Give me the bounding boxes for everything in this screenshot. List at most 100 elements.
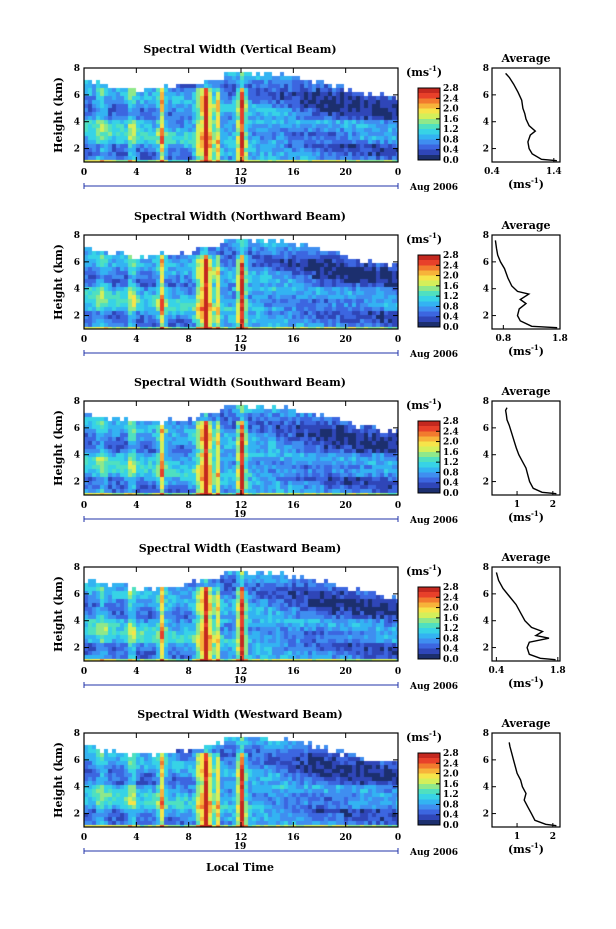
colorbar-tick-label: 1.2 — [443, 790, 459, 800]
colorbar-unit-exp: -1 — [429, 231, 437, 240]
date-month: Aug 2006 — [409, 848, 458, 858]
colorbar-tick-label: 1.2 — [443, 292, 459, 302]
y-tick-label: 8 — [74, 397, 80, 407]
colorbar-unit-post: ) — [437, 399, 442, 412]
colorbar-unit: (ms-1) — [406, 64, 442, 79]
colorbar-tick-label: 1.6 — [443, 115, 459, 125]
average-x-label-pre: (ms — [508, 345, 531, 358]
panel-title: Spectral Width (Southward Beam) — [134, 376, 346, 389]
colorbar-tick-label: 0.0 — [443, 655, 459, 665]
colorbar-tick-label: 0.0 — [443, 156, 459, 166]
colorbar-tick-label: 0.8 — [443, 302, 459, 312]
colorbar-tick-label: 1.6 — [443, 282, 459, 292]
average-x-label: (ms-1) — [508, 509, 544, 524]
average-y-tick-label: 2 — [483, 644, 489, 654]
y-tick-label: 2 — [74, 145, 80, 155]
colorbar — [417, 87, 441, 161]
average-x-label-post: ) — [539, 178, 544, 191]
y-tick-label: 8 — [74, 563, 80, 573]
average-x-tick-label: 0.4 — [489, 666, 505, 676]
y-tick-label: 2 — [74, 644, 80, 654]
colorbar-tick-label: 0.0 — [443, 489, 459, 499]
panel-title: Spectral Width (Vertical Beam) — [143, 43, 336, 56]
colorbar-unit-exp: -1 — [429, 729, 437, 738]
colorbar-tick-label: 2.4 — [443, 759, 459, 769]
colorbar-tick-label: 1.6 — [443, 448, 459, 458]
colorbar-unit-pre: (ms — [406, 233, 429, 246]
colorbar-tick-label: 0.4 — [443, 479, 459, 489]
average-x-label-post: ) — [539, 345, 544, 358]
average-y-tick-label: 4 — [483, 617, 489, 627]
colorbar-unit-post: ) — [437, 565, 442, 578]
panel-eastward: Spectral Width (Eastward Beam) 2 4 6 8 Height… — [52, 542, 566, 692]
average-title: Average — [500, 52, 550, 65]
average-profile-line — [508, 742, 557, 827]
colorbar-tick-label: 0.8 — [443, 135, 459, 145]
date-month: Aug 2006 — [409, 682, 458, 692]
average-x-tick-label: 1.8 — [552, 334, 568, 344]
colorbar-tick-label: 0.0 — [443, 323, 459, 333]
colorbar-tick-label: 2.4 — [443, 261, 459, 271]
y-axis-label: Height (km) — [52, 77, 65, 153]
average-y-tick-label: 4 — [483, 783, 489, 793]
colorbar-tick-label: 2.0 — [443, 770, 459, 780]
colorbar-unit: (ms-1) — [406, 231, 442, 246]
average-x-label-exp: -1 — [531, 343, 539, 352]
x-tick-label: 16 — [287, 501, 300, 511]
date-day: 19 — [234, 510, 247, 520]
panel-title: Spectral Width (Eastward Beam) — [139, 542, 341, 555]
x-tick-label: 0 — [395, 168, 401, 178]
average-y-tick-label: 6 — [483, 756, 489, 766]
x-tick-label: 12 — [235, 335, 248, 345]
x-tick-label: 4 — [133, 335, 139, 345]
x-tick-label: 8 — [186, 667, 192, 677]
average-title: Average — [500, 717, 550, 730]
x-tick-label: 20 — [339, 335, 352, 345]
y-tick-label: 4 — [74, 617, 80, 627]
average-x-label-pre: (ms — [508, 843, 531, 856]
colorbar-tick-label: 2.8 — [443, 84, 459, 94]
colorbar-tick-label: 2.8 — [443, 417, 459, 427]
x-tick-label: 0 — [81, 335, 87, 345]
average-title: Average — [500, 219, 550, 232]
x-tick-label: 0 — [395, 335, 401, 345]
x-tick-label: 4 — [133, 501, 139, 511]
colorbar-tick-label: 2.8 — [443, 583, 459, 593]
colorbar — [417, 752, 441, 826]
x-tick-label: 0 — [81, 833, 87, 843]
colorbar-tick-label: 0.4 — [443, 811, 459, 821]
date-day: 19 — [234, 676, 247, 686]
average-x-label-post: ) — [539, 677, 544, 690]
y-tick-label: 6 — [74, 258, 80, 268]
colorbar-tick-label: 0.4 — [443, 313, 459, 323]
x-tick-label: 16 — [287, 833, 300, 843]
y-tick-label: 8 — [74, 729, 80, 739]
panel-westward: Spectral Width (Westward Beam) 2 4 6 8 Height… — [52, 708, 561, 874]
colorbar — [417, 254, 441, 328]
average-x-tick-label: 1.8 — [550, 666, 566, 676]
average-profile-line — [505, 72, 557, 162]
colorbar-tick-label: 1.2 — [443, 624, 459, 634]
colorbar-tick-label: 2.8 — [443, 749, 459, 759]
colorbar-tick-label: 1.6 — [443, 614, 459, 624]
colorbar-tick-label: 0.4 — [443, 146, 459, 156]
colorbar-unit: (ms-1) — [406, 729, 442, 744]
x-tick-label: 12 — [235, 168, 248, 178]
x-tick-label: 20 — [339, 168, 352, 178]
average-x-label-post: ) — [539, 511, 544, 524]
y-axis-label: Height (km) — [52, 576, 65, 652]
y-tick-label: 2 — [74, 478, 80, 488]
panel-northward: Spectral Width (Northward Beam) 2 4 6 8 Heigh… — [52, 210, 568, 360]
average-y-tick-label: 8 — [483, 231, 489, 241]
average-y-tick-label: 2 — [483, 478, 489, 488]
date-month: Aug 2006 — [409, 350, 458, 360]
x-tick-label: 8 — [186, 501, 192, 511]
average-y-tick-label: 4 — [483, 285, 489, 295]
average-x-label-pre: (ms — [508, 511, 531, 524]
average-y-tick-label: 4 — [483, 118, 489, 128]
x-tick-label: 4 — [133, 833, 139, 843]
colorbar-unit-post: ) — [437, 233, 442, 246]
colorbar-tick-label: 0.8 — [443, 800, 459, 810]
date-day: 19 — [234, 842, 247, 852]
